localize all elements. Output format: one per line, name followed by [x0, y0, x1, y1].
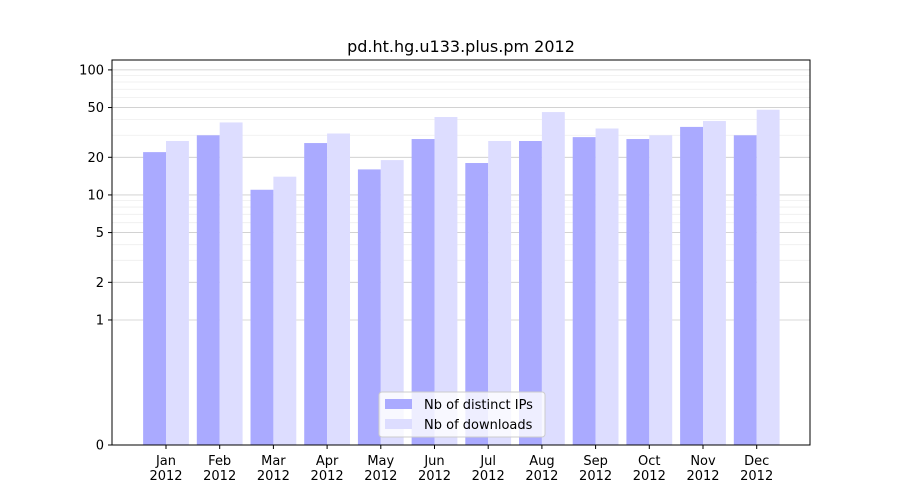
bar-ips-3: [304, 143, 328, 445]
x-tick-label: 2012: [257, 469, 290, 484]
x-tick-label: Apr: [316, 454, 339, 469]
bar-downloads-4: [380, 160, 404, 445]
bar-downloads-11: [756, 109, 780, 445]
bar-downloads-9: [649, 135, 673, 445]
y-tick-label: 0: [96, 439, 104, 454]
chart-title: pd.ht.hg.u133.plus.pm 2012: [347, 37, 575, 56]
x-tick-label: Jan: [155, 454, 176, 469]
bar-downloads-0: [166, 140, 189, 445]
bar-ips-9: [626, 139, 650, 445]
x-tick-label: 2012: [633, 469, 666, 484]
bar-ips-8: [572, 137, 596, 445]
x-tick-label: Sep: [583, 454, 608, 469]
y-tick-label: 20: [87, 151, 104, 166]
x-tick-label: May: [367, 454, 394, 469]
x-tick-label: 2012: [579, 469, 612, 484]
x-tick-label: 2012: [364, 469, 397, 484]
legend-box: [378, 391, 546, 438]
x-tick-label: Oct: [638, 454, 660, 469]
x-tick-label: Jul: [479, 454, 496, 469]
x-tick-label: Jun: [423, 454, 444, 469]
bar-downloads-10: [703, 121, 726, 446]
bar-downloads-3: [327, 133, 350, 445]
x-tick-label: 2012: [149, 469, 182, 484]
bar-downloads-7: [541, 112, 565, 445]
bar-ips-6: [465, 163, 489, 445]
bar-downloads-1: [219, 122, 243, 445]
bar-ips-0: [143, 152, 166, 445]
bar-downloads-8: [595, 128, 619, 445]
bar-downloads-2: [273, 176, 297, 445]
bar-ips-10: [680, 126, 703, 446]
x-tick-label: 2012: [311, 469, 344, 484]
x-tick-label: 2012: [525, 469, 558, 484]
x-tick-label: Nov: [690, 454, 716, 469]
legend-swatch-downloads: [385, 419, 412, 429]
bar-ips-5: [411, 139, 435, 445]
bar-ips-4: [357, 169, 381, 445]
bar-ips-7: [519, 140, 542, 445]
y-tick-label: 10: [87, 188, 104, 203]
bar-ips-2: [250, 189, 274, 445]
x-tick-label: 2012: [686, 469, 719, 484]
plot-area-frame: [111, 59, 811, 446]
legend-swatch-ips: [385, 399, 412, 409]
y-tick-label: 50: [87, 101, 104, 116]
x-tick-label: Feb: [208, 454, 231, 469]
y-tick-label: 1: [96, 313, 104, 328]
x-tick-label: Dec: [744, 454, 769, 469]
x-tick-label: Aug: [529, 454, 554, 469]
bar-ips-11: [733, 135, 757, 445]
x-tick-label: 2012: [418, 469, 451, 484]
x-tick-label: 2012: [203, 469, 236, 484]
x-tick-label: Mar: [261, 454, 286, 469]
y-tick-label: 2: [96, 276, 104, 291]
y-tick-label: 5: [96, 226, 104, 241]
legend-label-downloads: Nb of downloads: [424, 418, 533, 433]
x-tick-label: 2012: [472, 469, 505, 484]
x-tick-label: 2012: [740, 469, 773, 484]
bar-downloads-5: [434, 117, 458, 445]
bar-downloads-6: [488, 140, 512, 445]
bar-ips-1: [196, 135, 220, 445]
y-tick-label: 100: [79, 63, 104, 78]
legend-label-ips: Nb of distinct IPs: [424, 398, 533, 413]
